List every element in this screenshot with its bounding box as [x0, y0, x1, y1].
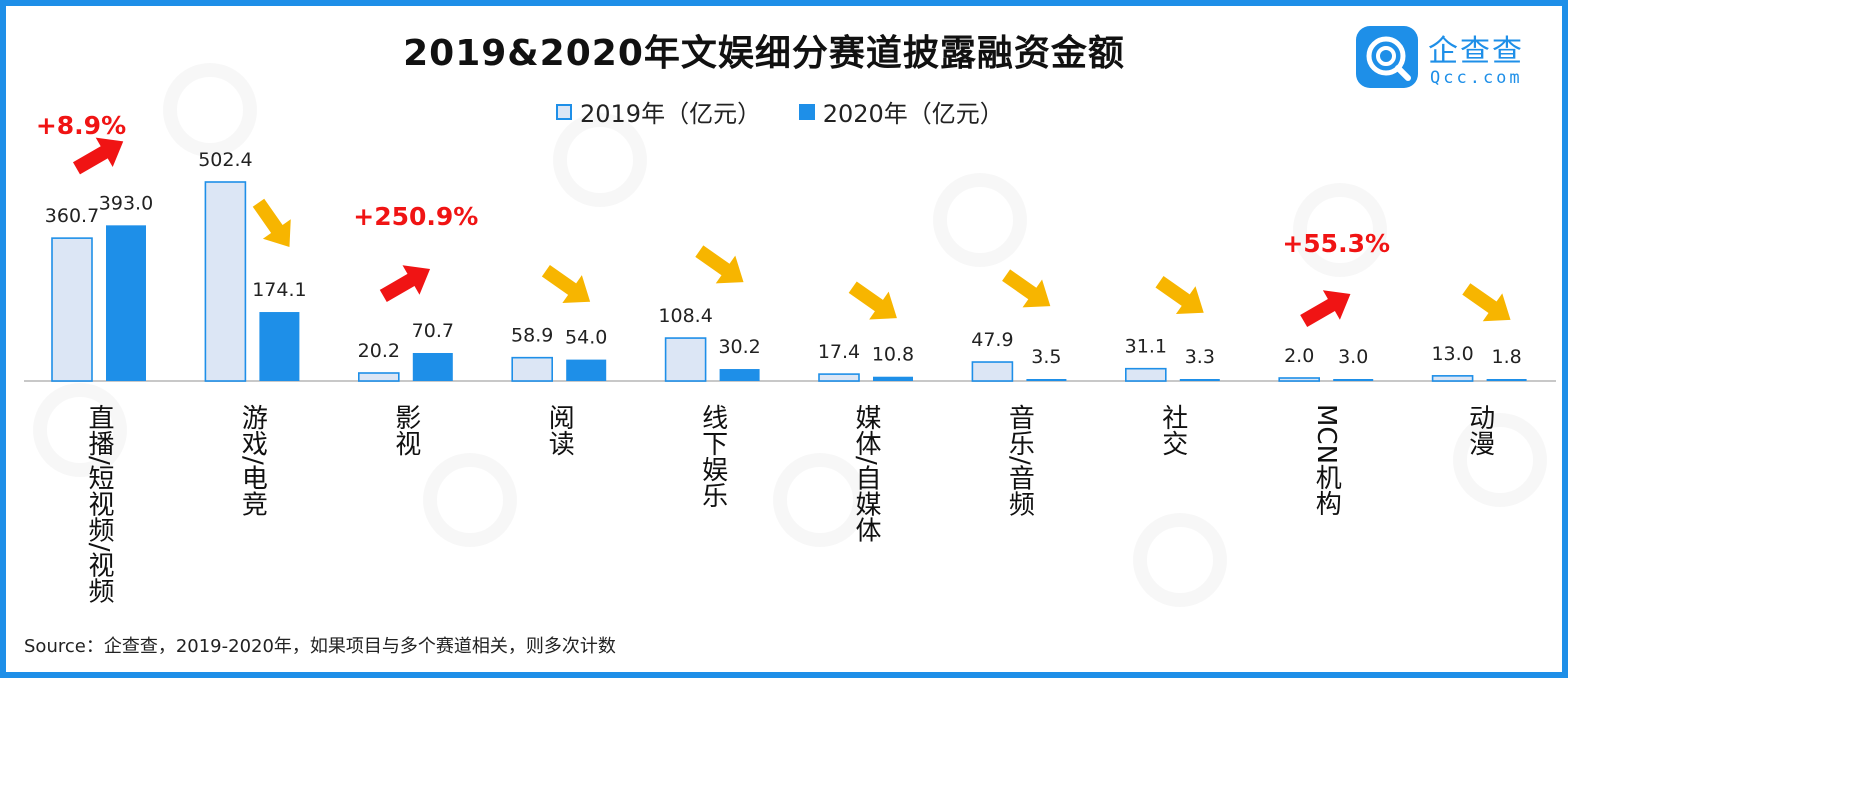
trend-arrow-down-9 — [1462, 283, 1511, 322]
data-label-2020-6: 3.5 — [1031, 346, 1061, 368]
trend-arrow-up-2 — [379, 265, 431, 303]
arrow-down-icon — [1462, 283, 1511, 322]
bar-2020-4 — [719, 369, 760, 381]
bar-2019-8 — [1278, 377, 1320, 382]
category-label-5: 媒体/自媒体 — [851, 404, 881, 543]
data-label-2019-7: 31.1 — [1125, 336, 1167, 358]
logo-domain: Qcc.com — [1430, 68, 1523, 88]
arrow-down-icon — [252, 198, 291, 247]
category-label-1: 游戏/电竞 — [237, 404, 267, 517]
brand-logo: 企查查 Qcc.com — [1356, 26, 1546, 90]
arrow-down-icon — [541, 265, 591, 304]
category-label-0: 直播/短视频/视频 — [84, 404, 114, 604]
bar-2019-6 — [971, 361, 1014, 382]
bar-2019-9 — [1431, 375, 1474, 382]
arrow-down-icon — [1002, 269, 1051, 308]
arrow-up-icon — [72, 137, 124, 175]
bar-2020-5 — [873, 376, 913, 381]
data-label-2019-8: 2.0 — [1284, 345, 1314, 367]
legend-label-2019: 2019年（亿元） — [580, 100, 762, 128]
trend-arrow-down-7 — [1155, 276, 1204, 315]
data-label-2019-2: 20.2 — [358, 340, 400, 362]
data-label-2020-8: 3.0 — [1338, 346, 1368, 368]
chart-title: 2019&2020年文娱细分赛道披露融资金额 — [403, 33, 1125, 74]
data-label-2020-3: 54.0 — [565, 327, 607, 349]
trend-arrow-down-3 — [541, 265, 591, 304]
category-label-2: 影视 — [391, 404, 421, 456]
bar-2019-7 — [1125, 367, 1167, 382]
watermark-ring-5 — [430, 460, 510, 540]
bar-2019-3 — [511, 356, 554, 382]
bar-2020-6 — [1026, 379, 1067, 381]
category-label-7: 社交 — [1158, 404, 1188, 456]
source-note: Source：企查查，2019-2020年，如果项目与多个赛道相关，则多次计数 — [24, 636, 616, 657]
bar-2020-0 — [106, 225, 146, 381]
qcc-magnifier-logo-icon — [1356, 26, 1418, 88]
bar-2020-7 — [1179, 379, 1220, 381]
trend-arrow-down-5 — [848, 281, 897, 320]
data-label-2019-4: 108.4 — [658, 305, 712, 327]
bar-2020-3 — [566, 359, 607, 381]
bar-2019-4 — [664, 337, 707, 382]
data-label-2020-7: 3.3 — [1185, 346, 1215, 368]
data-label-2020-9: 1.8 — [1491, 346, 1521, 368]
bar-2019-1 — [204, 181, 247, 382]
bar-2020-1 — [259, 312, 300, 381]
data-label-2020-2: 70.7 — [412, 320, 454, 342]
trend-arrow-down-4 — [695, 245, 744, 284]
watermark-ring-7 — [1140, 520, 1220, 600]
legend-swatch-2019 — [556, 103, 572, 120]
watermark-ring-2 — [940, 180, 1020, 260]
arrow-down-icon — [1155, 276, 1204, 315]
watermark-ring-0 — [170, 70, 250, 150]
legend-item-2019: 2019年（亿元） — [556, 94, 761, 129]
category-label-3: 阅读 — [544, 404, 574, 456]
data-label-2019-0: 360.7 — [45, 205, 99, 227]
category-label-9: 动漫 — [1465, 404, 1495, 456]
growth-annotation-2: +55.3% — [1282, 229, 1390, 258]
arrow-down-icon — [695, 245, 744, 284]
data-label-2019-9: 13.0 — [1431, 343, 1473, 365]
bar-2019-0 — [51, 237, 93, 382]
data-label-2020-4: 30.2 — [718, 336, 760, 358]
category-label-6: 音乐/音频 — [1004, 404, 1034, 517]
bar-2020-9 — [1486, 379, 1527, 381]
growth-annotation-1: +250.9% — [353, 202, 478, 231]
trend-arrow-down-1 — [252, 198, 291, 247]
data-label-2019-5: 17.4 — [818, 341, 860, 363]
watermark-ring-6 — [780, 460, 860, 540]
trend-arrow-up-8 — [1300, 290, 1351, 328]
data-label-2020-0: 393.0 — [99, 192, 153, 214]
watermark-ring-1 — [560, 120, 640, 200]
data-label-2020-1: 174.1 — [252, 279, 306, 301]
arrow-up-icon — [379, 265, 431, 303]
data-label-2020-5: 10.8 — [872, 344, 914, 366]
bar-2020-2 — [412, 352, 453, 381]
legend-swatch-2020 — [798, 103, 815, 120]
trend-arrow-up-0 — [72, 137, 124, 175]
category-label-8: MCN机构 — [1311, 404, 1341, 516]
bar-2020-8 — [1333, 379, 1374, 381]
data-label-2019-1: 502.4 — [198, 149, 252, 171]
trend-arrow-down-6 — [1002, 269, 1051, 308]
arrow-up-icon — [1300, 290, 1351, 328]
data-label-2019-6: 47.9 — [971, 329, 1013, 351]
bar-2019-2 — [357, 372, 400, 382]
arrow-down-icon — [848, 281, 897, 320]
category-label-4: 线下娱乐 — [698, 404, 728, 508]
legend-item-2020: 2020年（亿元） — [798, 94, 1004, 129]
growth-annotation-0: +8.9% — [36, 111, 126, 140]
chart-legend: 2019年（亿元） 2020年（亿元） — [556, 94, 1034, 128]
data-label-2019-3: 58.9 — [511, 325, 553, 347]
logo-brand-name: 企查查 — [1428, 34, 1524, 69]
bar-2019-5 — [818, 373, 860, 382]
legend-label-2020: 2020年（亿元） — [822, 100, 1004, 128]
